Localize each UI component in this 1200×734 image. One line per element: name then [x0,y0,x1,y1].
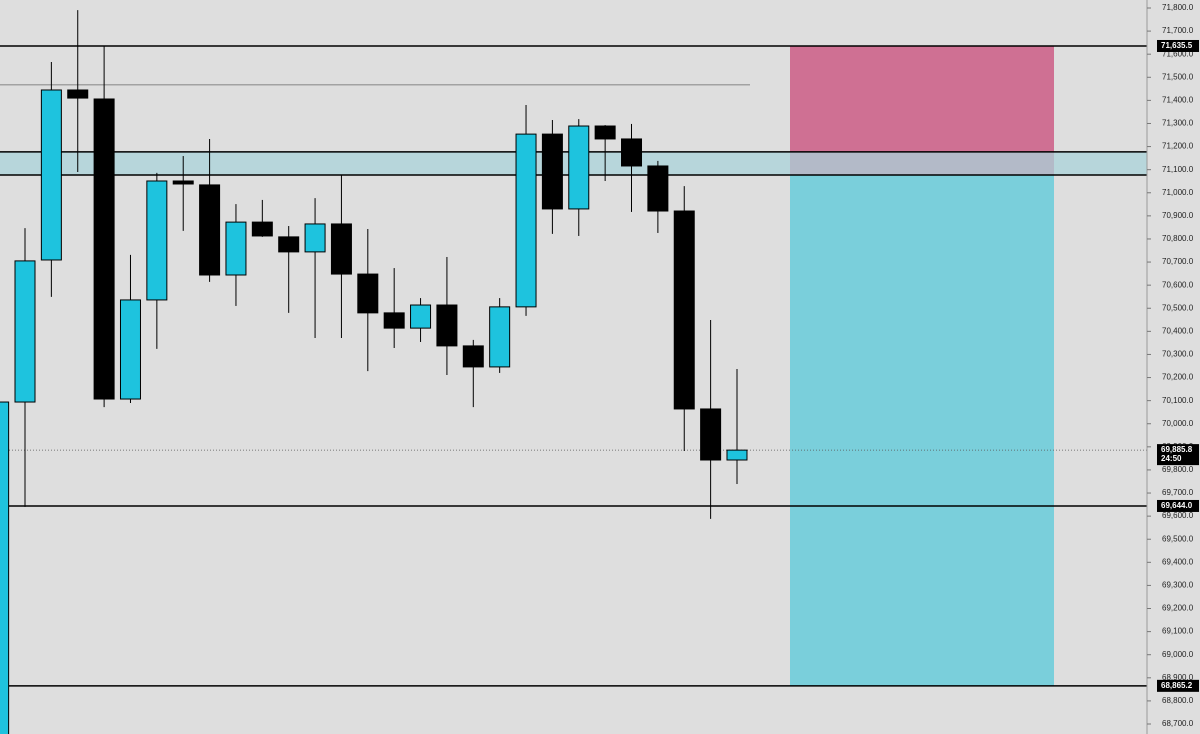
candle-body [541,133,563,210]
candle-body [278,236,300,253]
y-tick-label: 69,500.0 [1162,534,1194,543]
price-axis: 68,700.0 68,800.0 68,900.0 69,000.0 69,100.0… [1147,3,1199,728]
y-tick-label: 70,700.0 [1162,257,1194,266]
y-tick-label: 70,300.0 [1162,350,1194,359]
y-tick-label: 71,200.0 [1162,142,1194,151]
y-tick-label: 71,300.0 [1162,119,1194,128]
candle-body [489,306,511,368]
price-line-label-box [1157,499,1199,512]
candle-body [726,449,748,461]
candle-body [647,165,669,212]
candle-body [199,184,221,276]
candle-body [40,89,62,261]
y-tick-label: 68,800.0 [1162,696,1194,705]
candle-body [383,312,405,329]
price-line-label: 69,644.0 [1161,501,1193,510]
y-tick-label: 69,700.0 [1162,488,1194,497]
price-line-label-box [1157,679,1199,692]
y-tick-label: 69,600.0 [1162,511,1194,520]
candle-body [594,125,616,140]
candle-body [462,345,484,368]
candle-body [515,133,537,308]
y-tick-label: 69,800.0 [1162,465,1194,474]
candle-body [673,210,695,410]
y-tick-label: 68,700.0 [1162,719,1194,728]
y-tick-label: 71,800.0 [1162,3,1194,12]
candle-body [67,89,89,99]
candle-body [0,401,10,734]
y-tick-label: 68,900.0 [1162,673,1194,682]
candle-body [568,125,590,210]
y-tick-label: 71,100.0 [1162,165,1194,174]
y-tick-label: 69,000.0 [1162,650,1194,659]
y-tick-label: 70,900.0 [1162,211,1194,220]
candle-body [357,273,379,314]
candle-body [14,260,36,403]
y-tick-label: 70,800.0 [1162,234,1194,243]
target-zone [790,174,1054,686]
last-price-label: 69,885.8 [1161,445,1193,454]
price-line-label: 71,635.5 [1161,41,1193,50]
y-tick-label: 70,200.0 [1162,373,1194,382]
y-tick-label: 69,200.0 [1162,604,1194,613]
candle-body [700,408,722,461]
y-tick-label: 71,600.0 [1162,49,1194,58]
y-tick-label: 71,500.0 [1162,72,1194,81]
y-tick-label: 71,700.0 [1162,26,1194,35]
y-tick-label: 71,400.0 [1162,95,1194,104]
y-tick-label: 70,100.0 [1162,396,1194,405]
candle-body [436,304,458,347]
y-tick-label: 70,000.0 [1162,419,1194,428]
candle-body [146,180,168,301]
price-line-label-box [1157,39,1199,52]
candle-body [225,221,247,276]
candle-body [410,304,432,329]
y-tick-label: 71,000.0 [1162,188,1194,197]
countdown-label: 24:50 [1161,454,1182,463]
y-tick-label: 69,400.0 [1162,557,1194,566]
plot-area [0,10,1147,734]
candle-body [172,180,194,185]
candle-body [251,221,273,237]
candle-body [621,138,643,167]
candle-body [304,223,326,253]
y-tick-label: 70,400.0 [1162,326,1194,335]
y-tick-label: 70,500.0 [1162,303,1194,312]
candle-body [93,98,115,400]
last-price-box [1157,444,1199,466]
candle-body [119,299,141,400]
candle-body [330,223,352,275]
price-line-label: 68,865.2 [1161,681,1193,690]
y-tick-label: 70,600.0 [1162,280,1194,289]
y-tick-label: 69,300.0 [1162,581,1194,590]
y-tick-label: 69,100.0 [1162,627,1194,636]
